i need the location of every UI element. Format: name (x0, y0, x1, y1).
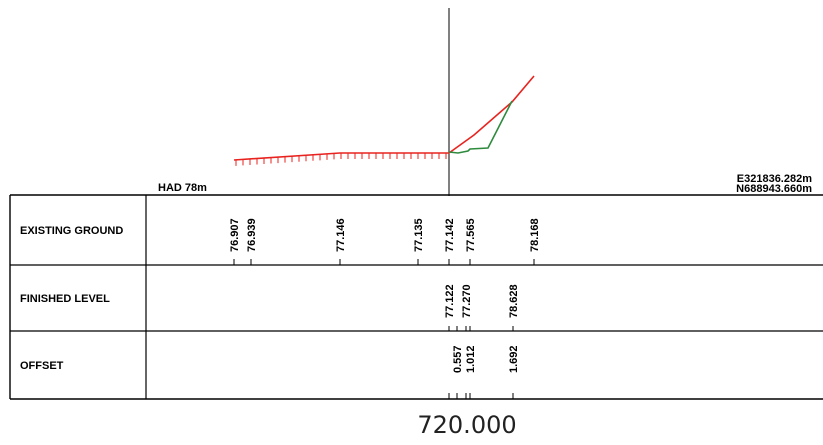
row-label-finished-level: FINISHED LEVEL (20, 293, 110, 305)
eg-value: 76.939 (246, 218, 258, 252)
offset-value: 1.012 (465, 345, 477, 373)
offset-value: 1.692 (508, 345, 520, 373)
offset-values: 0.557 1.012 1.692 (452, 345, 520, 373)
eg-value: 77.135 (413, 218, 425, 252)
existing-ground-profile (233, 75, 535, 166)
finished-level-profile (448, 100, 513, 154)
data-table-grid (9, 194, 823, 400)
easting-label: E321836.282m (737, 173, 812, 185)
offset-value: 0.557 (452, 345, 464, 373)
eg-value: 77.146 (335, 218, 347, 252)
fl-value: 77.270 (461, 284, 473, 318)
row-label-existing-ground: EXISTING GROUND (20, 225, 123, 237)
eg-value: 77.565 (465, 218, 477, 252)
fl-value: 78.628 (508, 284, 520, 318)
northing-label: N688943.660m (736, 183, 812, 195)
datum-label: HAD 78m (158, 182, 207, 194)
section-chainage-title: 720.000 (417, 411, 516, 439)
existing-ground-values: 76.907 76.939 77.146 77.135 77.142 77.56… (229, 218, 541, 252)
eg-value: 78.168 (529, 218, 541, 252)
finished-level-values: 77.122 77.270 78.628 (444, 284, 520, 318)
eg-value: 77.142 (444, 218, 456, 252)
fl-value: 77.122 (444, 284, 456, 318)
eg-value: 76.907 (229, 218, 241, 252)
row-tick-marks (233, 259, 535, 399)
row-label-offset: OFFSET (20, 360, 64, 372)
